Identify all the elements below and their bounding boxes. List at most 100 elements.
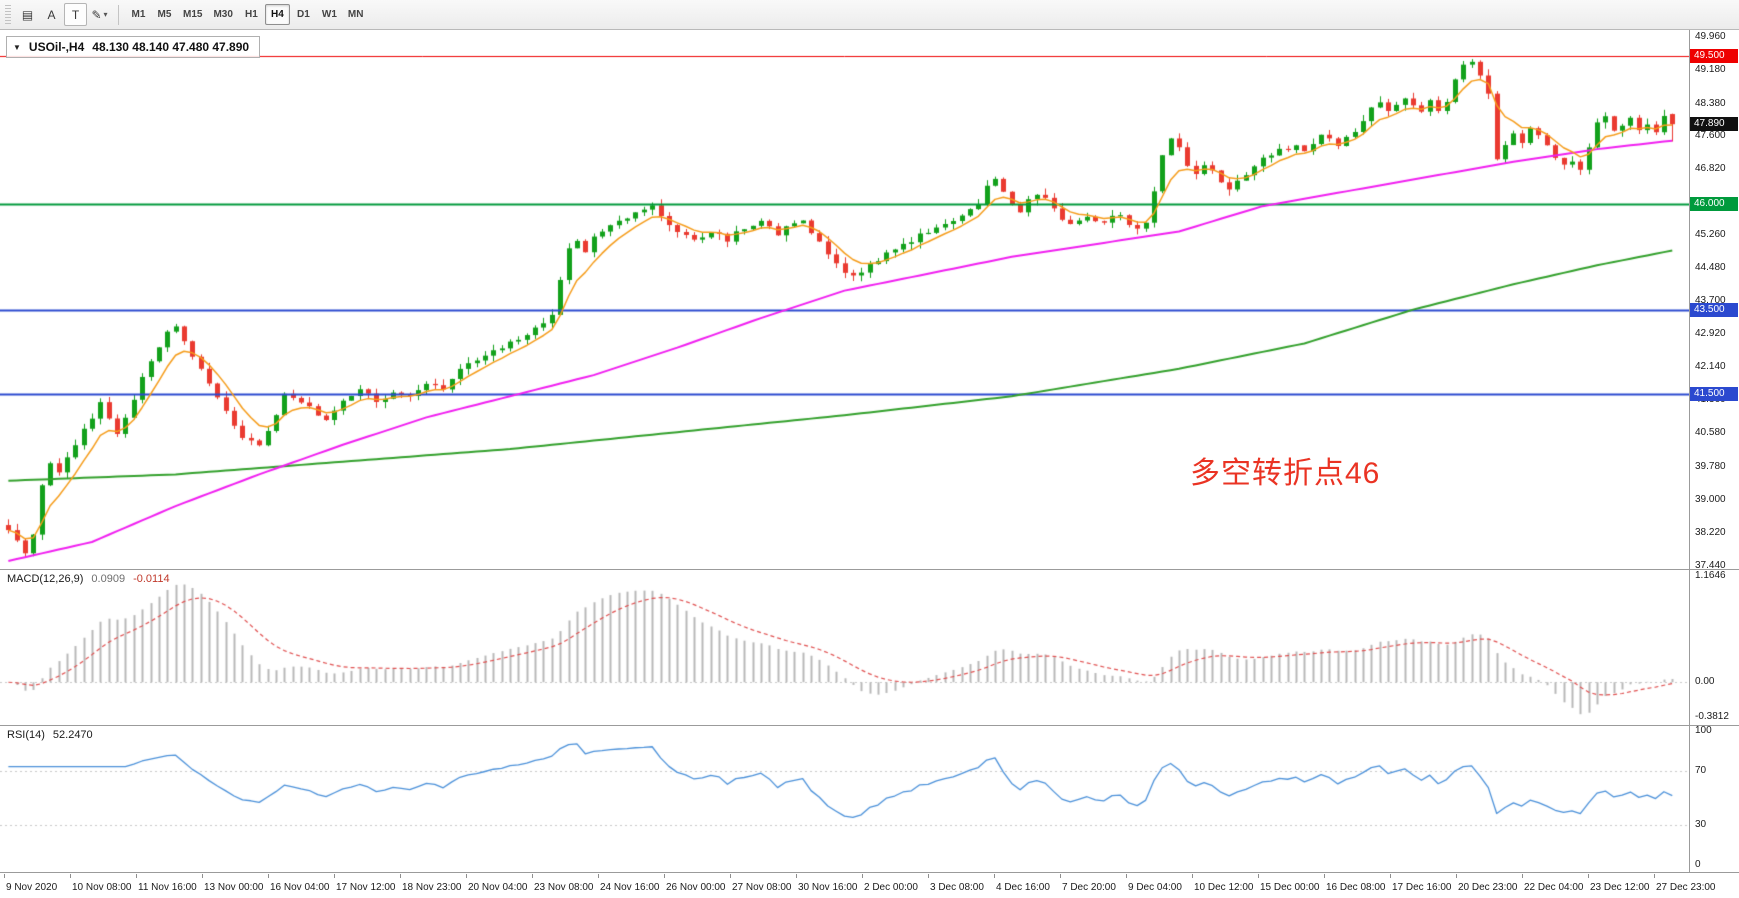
chart-list-icon: ▤	[22, 8, 33, 22]
time-label: 7 Dec 20:00	[1062, 882, 1116, 893]
text-tool-button[interactable]: T	[64, 3, 87, 26]
macd-label: MACD(12,26,9) 0.0909 -0.0114	[7, 573, 170, 585]
timeframe-button-m5[interactable]: M5	[152, 4, 177, 25]
time-label: 20 Nov 04:00	[468, 882, 528, 893]
rsi-axis-label: 0	[1695, 860, 1701, 870]
chart-list-button[interactable]: ▤	[16, 3, 39, 26]
time-axis[interactable]: 9 Nov 202010 Nov 08:0011 Nov 16:0013 Nov…	[0, 872, 1739, 898]
main-toolbar: ▤ A T ✎ ▾ M1M5M15M30H1H4D1W1MN	[0, 0, 1739, 30]
timeframe-button-m15[interactable]: M15	[178, 4, 207, 25]
time-label: 4 Dec 16:00	[996, 882, 1050, 893]
time-tick	[664, 874, 665, 878]
time-label: 10 Dec 12:00	[1194, 882, 1254, 893]
timeframe-group: M1M5M15M30H1H4D1W1MN	[126, 4, 368, 25]
time-tick	[268, 874, 269, 878]
time-label: 24 Nov 16:00	[600, 882, 660, 893]
time-tick	[334, 874, 335, 878]
macd-canvas[interactable]	[0, 570, 1689, 725]
rsi-canvas[interactable]	[0, 726, 1689, 872]
timeframe-button-m1[interactable]: M1	[126, 4, 151, 25]
time-tick	[70, 874, 71, 878]
price-pane: ▼ USOil-,H4 48.130 48.140 47.480 47.890 …	[0, 30, 1739, 569]
time-tick	[1588, 874, 1589, 878]
rsi-axis: 10070300	[1689, 726, 1739, 872]
text-label-button[interactable]: A	[40, 3, 63, 26]
time-tick	[466, 874, 467, 878]
time-label: 27 Dec 23:00	[1656, 882, 1716, 893]
price-badge: 41.500	[1690, 387, 1738, 401]
macd-value-signal: -0.0114	[133, 573, 170, 585]
rsi-name: RSI(14)	[7, 729, 45, 741]
time-label: 16 Dec 08:00	[1326, 882, 1386, 893]
toolbar-separator	[118, 5, 119, 25]
time-label: 27 Nov 08:00	[732, 882, 792, 893]
rsi-axis-label: 100	[1695, 726, 1712, 736]
timeframe-button-h4[interactable]: H4	[265, 4, 290, 25]
time-label: 13 Nov 00:00	[204, 882, 264, 893]
time-label: 3 Dec 08:00	[930, 882, 984, 893]
axis-border-line	[1689, 30, 1690, 873]
time-label: 20 Dec 23:00	[1458, 882, 1518, 893]
price-axis-label: 39.000	[1695, 495, 1726, 505]
price-axis-label: 42.140	[1695, 362, 1726, 372]
price-axis-label: 40.580	[1695, 428, 1726, 438]
text-tool-icon: T	[72, 8, 79, 22]
time-label: 18 Nov 23:00	[402, 882, 462, 893]
rsi-axis-label: 30	[1695, 820, 1706, 830]
timeframe-button-m30[interactable]: M30	[208, 4, 237, 25]
timeframe-button-d1[interactable]: D1	[291, 4, 316, 25]
time-label: 26 Nov 00:00	[666, 882, 726, 893]
dropdown-caret-icon: ▾	[104, 10, 108, 19]
toolbar-grip[interactable]	[5, 5, 11, 25]
time-tick	[796, 874, 797, 878]
time-label: 23 Dec 12:00	[1590, 882, 1650, 893]
time-label: 30 Nov 16:00	[798, 882, 858, 893]
time-label: 16 Nov 04:00	[270, 882, 330, 893]
macd-value-main: 0.0909	[91, 573, 125, 585]
ohlc-values: 48.130 48.140 47.480 47.890	[92, 40, 249, 54]
macd-pane: MACD(12,26,9) 0.0909 -0.0114 1.16460.00-…	[0, 569, 1739, 725]
timeframe-button-w1[interactable]: W1	[317, 4, 342, 25]
price-axis-label: 38.220	[1695, 528, 1726, 538]
time-tick	[1126, 874, 1127, 878]
time-label: 17 Dec 16:00	[1392, 882, 1452, 893]
time-tick	[1522, 874, 1523, 878]
timeframe-button-h1[interactable]: H1	[239, 4, 264, 25]
price-axis-label: 39.780	[1695, 462, 1726, 472]
price-chart-canvas[interactable]	[0, 30, 1689, 569]
time-tick	[1456, 874, 1457, 878]
price-badge: 46.000	[1690, 197, 1738, 211]
pencil-icon: ✎	[91, 8, 101, 22]
trading-app-window: ▤ A T ✎ ▾ M1M5M15M30H1H4D1W1MN ▼ USOil-,…	[0, 0, 1739, 898]
time-tick	[730, 874, 731, 878]
time-tick	[598, 874, 599, 878]
time-label: 23 Nov 08:00	[534, 882, 594, 893]
price-badge: 47.890	[1690, 117, 1738, 131]
time-label: 2 Dec 00:00	[864, 882, 918, 893]
symbol-info-box[interactable]: ▼ USOil-,H4 48.130 48.140 47.480 47.890	[6, 36, 260, 58]
time-tick	[202, 874, 203, 878]
draw-tool-button[interactable]: ✎ ▾	[88, 3, 111, 26]
time-label: 15 Dec 00:00	[1260, 882, 1320, 893]
price-axis-label: 49.960	[1695, 32, 1726, 42]
timeframe-button-mn[interactable]: MN	[343, 4, 369, 25]
price-axis[interactable]: 49.96049.18048.38047.60046.82045.26044.4…	[1689, 30, 1739, 569]
time-tick	[532, 874, 533, 878]
rsi-value: 52.2470	[53, 729, 93, 741]
text-label-icon: A	[47, 8, 55, 22]
time-tick	[1390, 874, 1391, 878]
time-tick	[994, 874, 995, 878]
rsi-label: RSI(14) 52.2470	[7, 729, 93, 741]
price-axis-label: 42.920	[1695, 329, 1726, 339]
price-axis-label: 48.380	[1695, 99, 1726, 109]
time-tick	[1192, 874, 1193, 878]
macd-axis: 1.16460.00-0.3812	[1689, 570, 1739, 725]
price-axis-label: 49.180	[1695, 65, 1726, 75]
time-tick	[136, 874, 137, 878]
time-tick	[1060, 874, 1061, 878]
time-label: 9 Nov 2020	[6, 882, 57, 893]
time-tick	[1258, 874, 1259, 878]
price-axis-label: 47.600	[1695, 131, 1726, 141]
chart-annotation-text[interactable]: 多空转折点46	[1190, 448, 1380, 492]
rsi-pane: RSI(14) 52.2470 10070300	[0, 725, 1739, 872]
